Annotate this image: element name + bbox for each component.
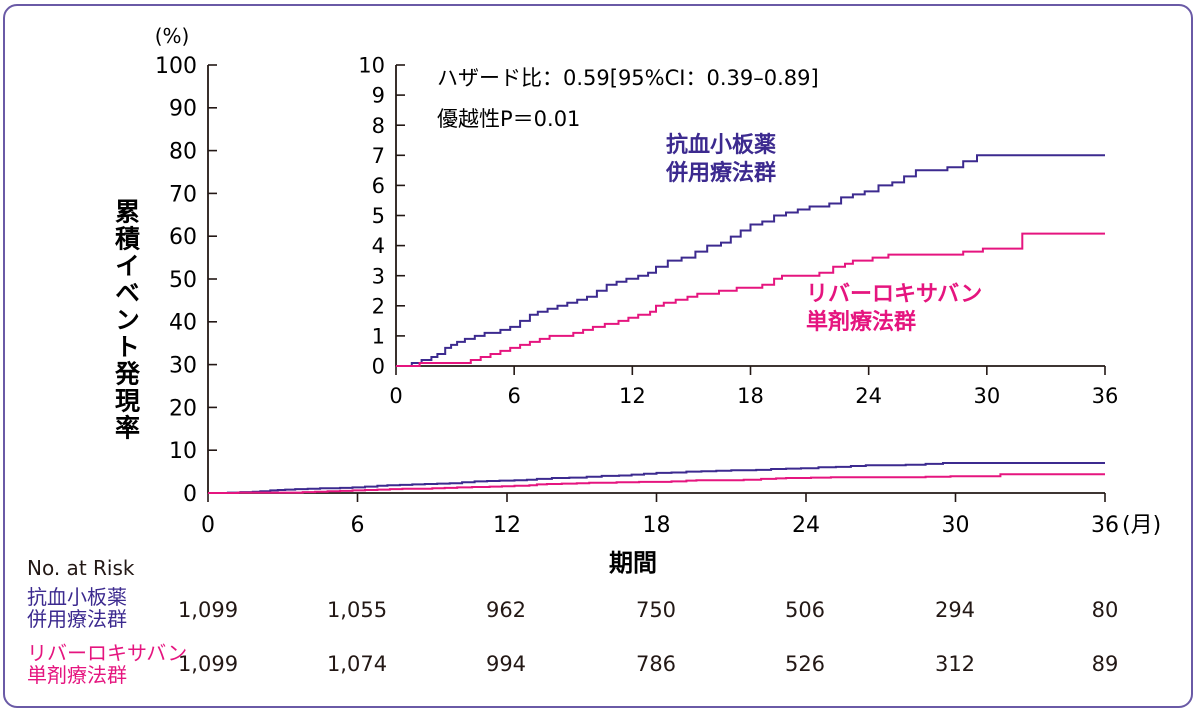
inset-x-tick-label: 24 xyxy=(855,384,882,408)
risk-cell: 80 xyxy=(1091,598,1119,622)
risk-cell: 994 xyxy=(485,652,527,676)
inset-y-tick-label: 10 xyxy=(358,54,385,78)
main-y-tick-label: 80 xyxy=(169,140,197,165)
risk-cell: 1,055 xyxy=(326,598,388,622)
risk-group-2-label: リバーロキサバン 単剤療法群 xyxy=(27,642,187,686)
inset-y-tick-label: 2 xyxy=(372,294,385,318)
main-y-tick-label: 60 xyxy=(169,225,197,250)
main-x-tick-label: 30 xyxy=(942,513,970,538)
figure-frame xyxy=(3,4,1193,708)
risk-group-1-label-line1: 抗血小板薬 xyxy=(27,585,127,609)
series-1-label-line1: 抗血小板薬 xyxy=(666,132,776,158)
main-y-tick-label: 70 xyxy=(169,182,197,207)
risk-table-title: No. at Risk xyxy=(27,556,135,580)
inset-y-tick-label: 6 xyxy=(372,174,385,198)
main-x-tick-label: 36 xyxy=(1091,513,1119,538)
risk-group-1-label: 抗血小板薬 併用療法群 xyxy=(27,586,127,630)
inset-y-tick-label: 5 xyxy=(372,204,385,228)
risk-cell: 1,099 xyxy=(177,598,239,622)
inset-series-lines xyxy=(396,154,1105,367)
inset-x-tick-label: 18 xyxy=(737,384,764,408)
risk-row-group-2: 1,099 1,074 994 786 526 312 89 xyxy=(0,652,1200,676)
main-y-tick-label: 30 xyxy=(169,354,197,379)
inset-x-tick-label: 30 xyxy=(973,384,1000,408)
inset-hazard-ratio: ハザード比：0.59[95%CI：0.39–0.89] xyxy=(437,66,819,90)
main-x-tick-label: 6 xyxy=(351,513,365,538)
main-y-tick-label: 10 xyxy=(169,439,197,464)
x-axis-title: 期間 xyxy=(609,549,657,577)
main-x-tick-label: 24 xyxy=(792,513,820,538)
y-unit-label: (%) xyxy=(155,24,190,48)
risk-cell: 526 xyxy=(784,652,826,676)
main-series-2-line xyxy=(208,473,1105,494)
risk-cell: 962 xyxy=(485,598,527,622)
risk-cell: 506 xyxy=(784,598,826,622)
main-y-tick-label: 0 xyxy=(183,482,197,507)
inset-y-tick-label: 8 xyxy=(372,114,385,138)
main-y-tick-label: 40 xyxy=(169,311,197,336)
inset-y-tick-label: 9 xyxy=(372,84,385,108)
x-unit-label: (月) xyxy=(1122,513,1161,538)
inset-y-tick-label: 0 xyxy=(372,355,385,379)
risk-row-group-1: 1,099 1,055 962 750 506 294 80 xyxy=(0,598,1200,622)
main-x-tick-label: 18 xyxy=(643,513,671,538)
main-y-tick-label: 50 xyxy=(169,268,197,293)
inset-y-tick-label: 1 xyxy=(372,324,385,348)
inset-x-tick-label: 12 xyxy=(619,384,646,408)
risk-cell: 89 xyxy=(1091,652,1119,676)
main-x-tick-label: 0 xyxy=(201,513,215,538)
series-2-label-line2: 単剤療法群 xyxy=(806,309,916,335)
risk-cell: 786 xyxy=(635,652,677,676)
series-1-label-line2: 併用療法群 xyxy=(665,160,776,186)
inset-series-2-line xyxy=(396,232,1105,367)
series-2-label-line1: リバーロキサバン xyxy=(806,282,982,307)
inset-x-tick-label: 0 xyxy=(389,384,402,408)
main-y-tick-label: 100 xyxy=(155,54,197,79)
risk-cell: 750 xyxy=(635,598,677,622)
main-series-lines xyxy=(208,462,1105,494)
risk-cell: 312 xyxy=(934,652,976,676)
risk-group-2-label-line2: 単剤療法群 xyxy=(27,663,127,687)
risk-cell: 1,099 xyxy=(177,652,239,676)
risk-cell: 1,074 xyxy=(326,652,388,676)
inset-y-tick-label: 7 xyxy=(372,144,385,168)
risk-group-1-label-line2: 併用療法群 xyxy=(27,607,127,631)
inset-series-1-line xyxy=(396,154,1105,367)
inset-y-tick-label: 4 xyxy=(372,234,385,258)
inset-x-ticks: 0 6 12 18 24 30 36 xyxy=(389,366,1118,408)
inset-y-tick-label: 3 xyxy=(372,264,385,288)
inset-y-ticks: 0 1 2 3 4 5 6 7 8 9 10 xyxy=(358,54,405,379)
main-y-tick-label: 20 xyxy=(169,396,197,421)
risk-cell: 294 xyxy=(934,598,976,622)
main-series-1-line xyxy=(208,462,1105,494)
main-y-tick-label: 90 xyxy=(169,97,197,122)
main-y-ticks: 0 10 20 30 40 50 60 70 80 90 100 xyxy=(155,54,217,507)
main-x-ticks: 0 6 12 18 24 30 36 xyxy=(201,493,1119,538)
inset-x-tick-label: 36 xyxy=(1092,384,1119,408)
main-x-tick-label: 12 xyxy=(493,513,521,538)
y-axis-title: 累積イベント発現率 xyxy=(112,199,142,442)
inset-x-tick-label: 6 xyxy=(507,384,520,408)
inset-p-value: 優越性P＝0.01 xyxy=(437,107,580,131)
risk-group-2-label-line1: リバーロキサバン xyxy=(27,641,188,665)
